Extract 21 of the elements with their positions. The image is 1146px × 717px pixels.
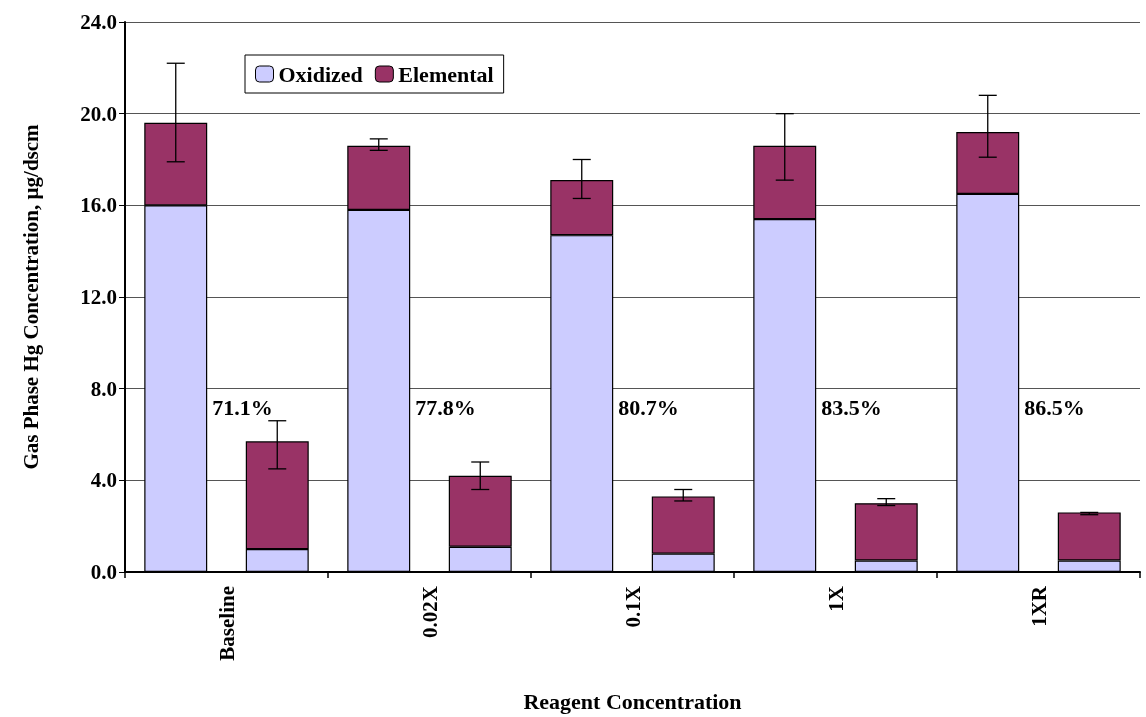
x-tick-label: 1XR xyxy=(1026,585,1051,627)
y-axis-title: Gas Phase Hg Concentration, µg/dscm xyxy=(18,123,43,470)
y-tick-label: 20.0 xyxy=(80,101,117,126)
legend-label: Oxidized xyxy=(278,61,363,87)
y-tick-label: 0.0 xyxy=(90,560,117,584)
y-tick-label: 4.0 xyxy=(90,468,117,493)
annotation: 86.5% xyxy=(1024,394,1085,420)
x-tick-label: Baseline xyxy=(214,586,239,661)
y-tick-label: 16.0 xyxy=(80,193,117,218)
x-tick-label: 0.1X xyxy=(620,586,645,628)
annotation: 80.7% xyxy=(618,394,679,420)
x-axis-title: Reagent Concentration xyxy=(523,688,742,714)
annotation: 77.8% xyxy=(415,394,476,420)
y-tick-label: 24.0 xyxy=(80,10,117,34)
legend-label: Elemental xyxy=(398,61,494,87)
annotation: 83.5% xyxy=(821,394,882,420)
x-tick-label: 1X xyxy=(823,586,848,612)
x-tick-label: 0.02X xyxy=(417,586,442,638)
y-tick-label: 12.0 xyxy=(80,285,117,309)
annotation: 71.1% xyxy=(212,394,273,420)
y-tick-label: 8.0 xyxy=(90,376,117,401)
